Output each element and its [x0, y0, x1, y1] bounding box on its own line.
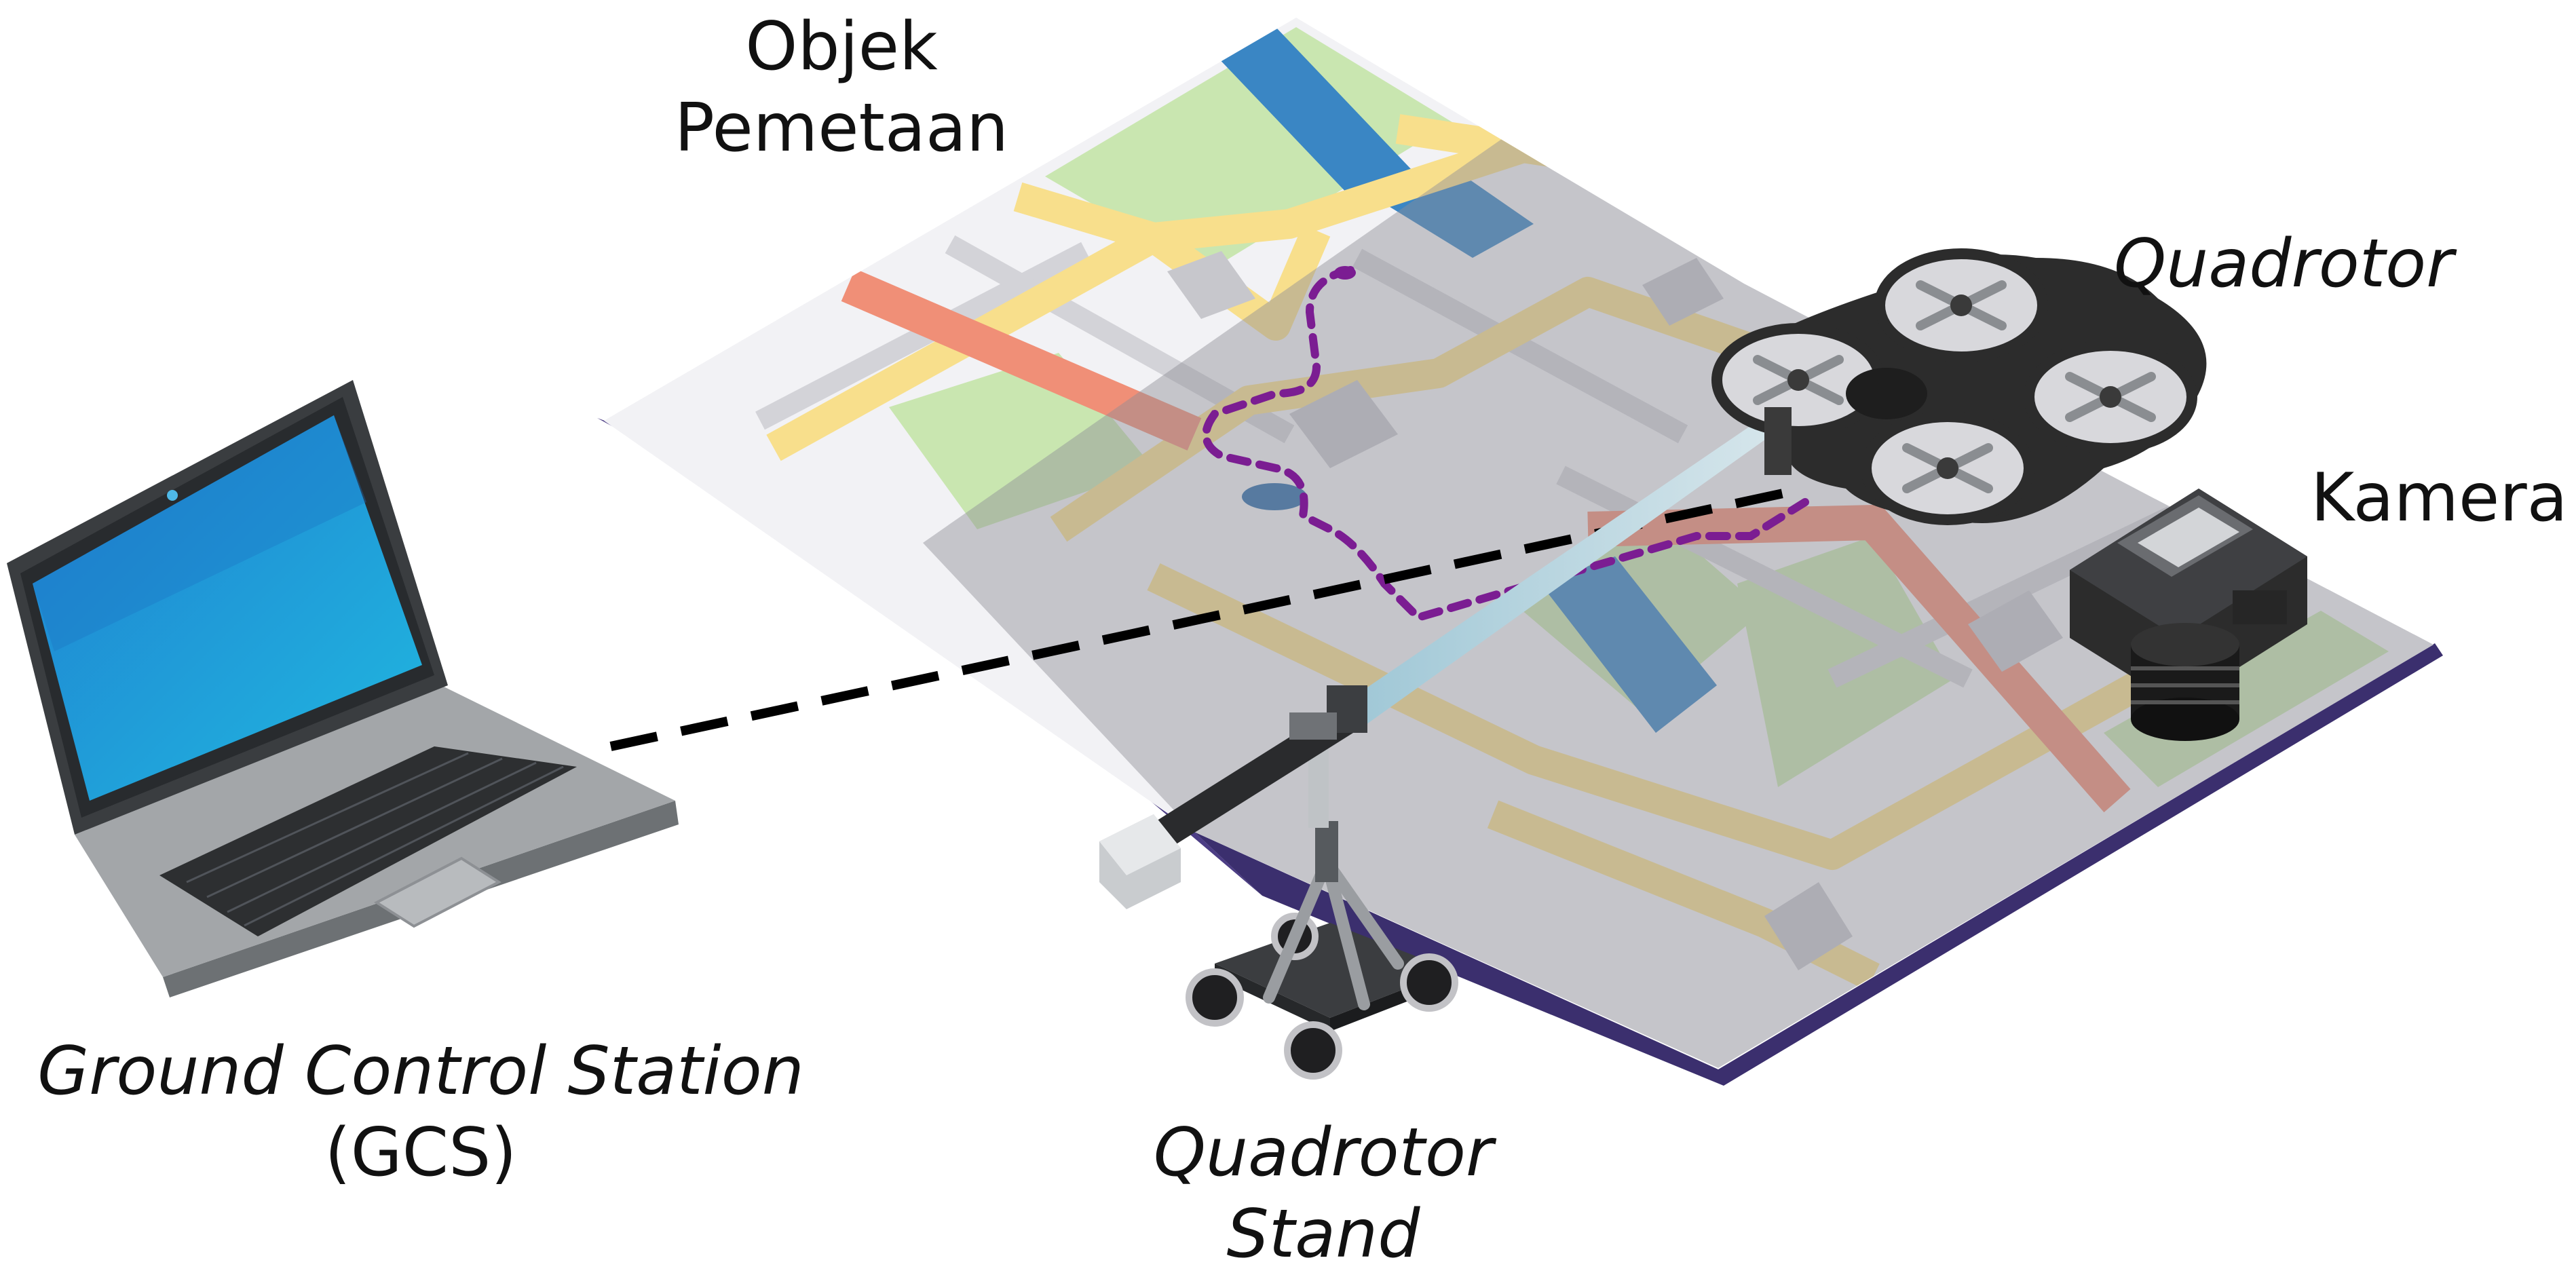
gcs-label-line2: (GCS) [324, 1114, 517, 1192]
mapping-object-label-line1: Objek [745, 8, 938, 85]
gcs-label: Ground Control Station (GCS) [0, 1031, 841, 1194]
quadrotor-label: Quadrotor [2114, 225, 2454, 303]
quadrotor-stand-label-line1: Quadrotor [1153, 1114, 1494, 1192]
quadrotor-stand-label: Quadrotor Stand [1113, 1113, 1534, 1275]
mapping-object-label: Objek Pemetaan [651, 7, 1031, 169]
quadrotor-drone-icon [1711, 248, 2207, 525]
camera-icon [2070, 489, 2307, 741]
camera-dolly-stand-icon [1099, 358, 1804, 1080]
camera-label: Kamera [2311, 459, 2568, 537]
mapping-object-label-line2: Pemetaan [674, 89, 1009, 167]
gcs-label-line1: Ground Control Station [37, 1033, 804, 1110]
quadrotor-stand-label-line2: Stand [1226, 1195, 1420, 1273]
laptop-icon [7, 380, 679, 997]
